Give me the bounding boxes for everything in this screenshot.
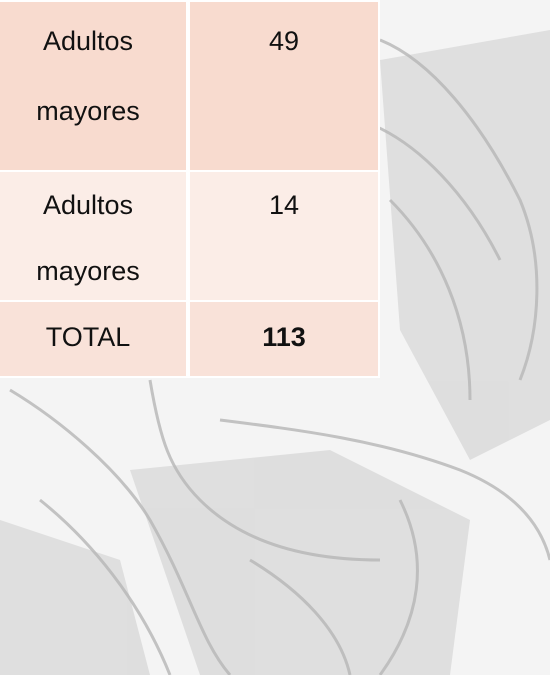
table-cell: 113: [188, 300, 380, 378]
table-cell: Adultos mayores: [0, 0, 188, 172]
table-cell: 49: [188, 0, 380, 172]
table-cell: 14: [188, 170, 380, 302]
slide: Adultos mayores 49 Adultos mayores 14 TO…: [0, 0, 550, 675]
table-cell: Adultos mayores: [0, 170, 188, 302]
table-cell: TOTAL: [0, 300, 188, 378]
